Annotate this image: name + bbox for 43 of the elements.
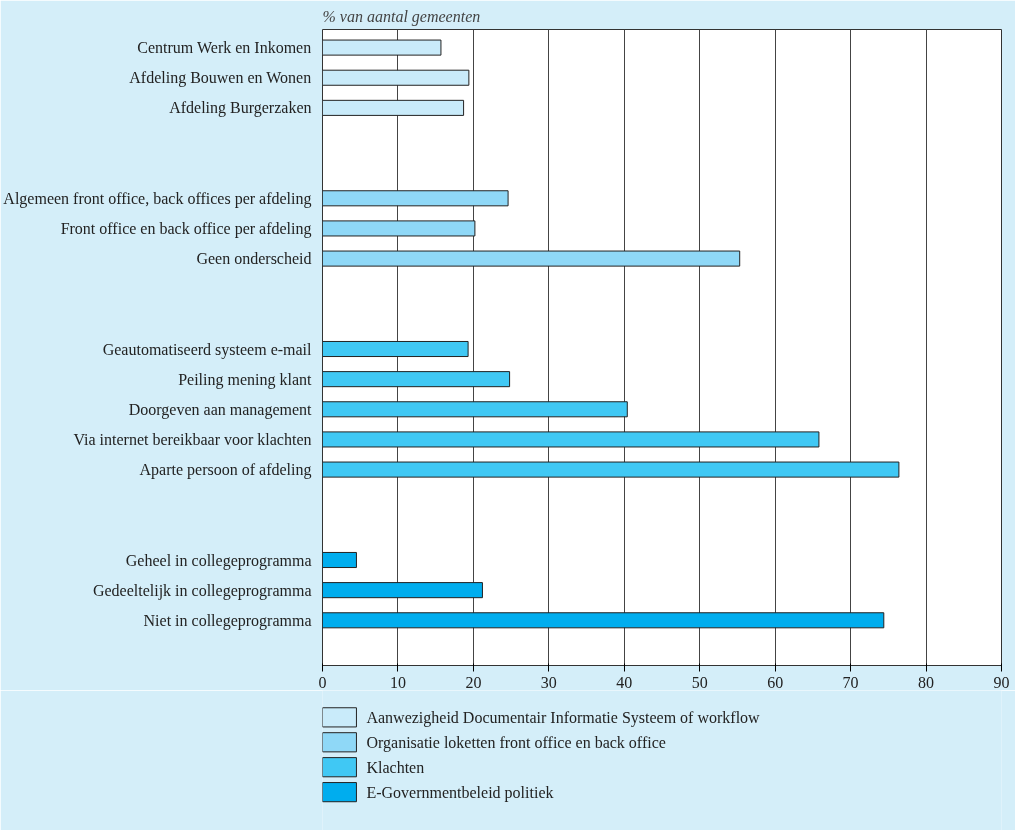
legend-label: Aanwezigheid Documentair Informatie Systeem of workflow	[366, 708, 761, 727]
y-tick-label: Geautomatiseerd systeem e-mail	[102, 340, 313, 359]
bar	[322, 401, 628, 418]
bar	[322, 371, 511, 388]
x-tick-label: 50	[691, 673, 708, 691]
legend-label: Organisatie loketten front office en back office	[366, 733, 666, 752]
legend-label: E-Governmentbeleid politiek	[366, 783, 554, 802]
y-tick-label: Doorgeven aan management	[128, 400, 313, 419]
y-tick-label: Niet in collegeprogramma	[143, 611, 312, 630]
x-tick-label: 30	[540, 673, 557, 691]
y-tick-label: Afdeling Bouwen en Wonen	[129, 69, 312, 88]
y-tick-label: Afdeling Burgerzaken	[169, 99, 312, 118]
bar	[322, 551, 357, 569]
x-tick-label: 60	[767, 673, 784, 691]
x-tick-label: 0	[318, 673, 327, 691]
bar	[322, 250, 741, 267]
y-tick-label: Centrum Werk en Inkomen	[137, 39, 312, 57]
bar	[322, 340, 469, 358]
bar	[322, 99, 465, 116]
bar	[322, 69, 470, 86]
y-tick-label: Aparte persoon of afdeling	[139, 461, 312, 480]
bar	[322, 220, 476, 237]
bar	[322, 461, 900, 478]
bar	[322, 39, 442, 56]
y-tick-label: Geen onderscheid	[196, 250, 312, 268]
x-tick-label: 70	[842, 673, 859, 691]
x-axis-title: % van aantal gemeenten	[322, 7, 481, 26]
x-tick-label: 90	[993, 673, 1010, 691]
bar	[322, 431, 820, 448]
x-tick-label: 80	[918, 673, 935, 691]
y-tick-label: Algemeen front office, back offices per afdeling	[3, 189, 312, 208]
y-tick-label: Peiling mening klant	[178, 370, 313, 389]
bar	[322, 190, 509, 207]
x-tick-label: 20	[465, 673, 482, 691]
y-tick-label: Gedeeltelijk in collegeprogramma	[92, 581, 312, 600]
y-tick-label: Via internet bereikbaar voor klachten	[73, 430, 312, 448]
legend-label: Klachten	[366, 758, 425, 776]
bar	[322, 612, 885, 629]
bar	[322, 582, 483, 599]
y-tick-label: Front office en back office per afdeling	[60, 219, 312, 238]
x-tick-label: 10	[389, 673, 406, 691]
x-tick-label: 40	[616, 673, 633, 691]
y-tick-label: Geheel in collegeprogramma	[125, 551, 312, 570]
